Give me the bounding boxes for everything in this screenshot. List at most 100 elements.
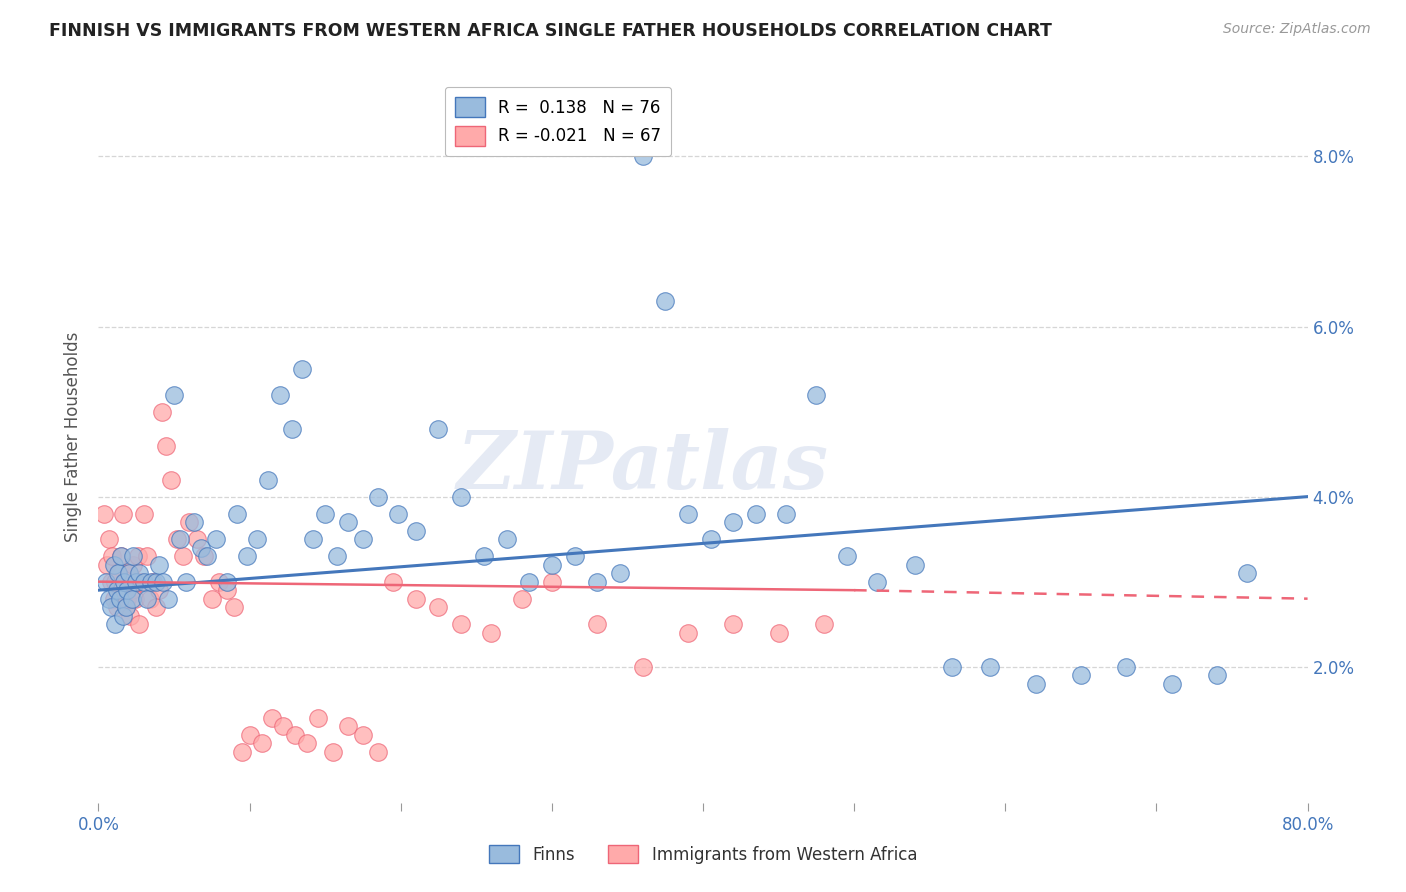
Point [183,515,205,529]
Point [291,362,314,376]
Point [307,711,329,725]
Point [631,149,654,163]
Point [103,591,125,606]
Point [352,532,374,546]
Point [256,473,278,487]
Point [193,549,215,563]
Point [169,532,191,546]
Point [127,549,149,563]
Y-axis label: Single Father Households: Single Father Households [65,332,83,542]
Point [118,566,141,581]
Point [98,591,121,606]
Point [115,583,138,598]
Point [96,558,118,572]
Point [510,591,533,606]
Point [94,574,117,589]
Point [201,591,224,606]
Point [156,591,179,606]
Point [745,507,768,521]
Point [1070,668,1092,682]
Point [100,600,122,615]
Point [723,617,745,632]
Point [100,574,122,589]
Point [205,532,228,546]
Point [152,574,174,589]
Point [122,558,145,572]
Point [322,745,344,759]
Point [904,558,927,572]
Point [166,532,188,546]
Point [224,600,246,615]
Point [387,507,409,521]
Point [699,532,721,546]
Text: ZIPatlas: ZIPatlas [457,427,828,505]
Point [132,574,155,589]
Point [941,659,963,673]
Point [121,591,143,606]
Point [676,625,699,640]
Legend: Finns, Immigrants from Western Africa: Finns, Immigrants from Western Africa [482,838,924,871]
Point [481,625,503,640]
Point [609,566,631,581]
Point [540,574,562,589]
Point [105,600,128,615]
Point [163,387,186,401]
Point [367,490,389,504]
Point [472,549,495,563]
Point [120,608,142,623]
Point [271,719,294,733]
Point [806,387,828,401]
Point [115,591,138,606]
Point [172,549,194,563]
Point [979,659,1001,673]
Point [326,549,349,563]
Point [231,745,253,759]
Point [775,507,797,521]
Point [295,736,318,750]
Point [125,574,148,589]
Point [112,574,135,589]
Point [179,515,201,529]
Point [104,617,127,632]
Point [405,591,427,606]
Point [336,719,359,733]
Point [654,293,676,308]
Text: FINNISH VS IMMIGRANTS FROM WESTERN AFRICA SINGLE FATHER HOUSEHOLDS CORRELATION C: FINNISH VS IMMIGRANTS FROM WESTERN AFRIC… [49,22,1052,40]
Point [174,574,197,589]
Point [215,583,238,598]
Point [226,507,249,521]
Point [586,574,609,589]
Point [139,591,162,606]
Point [118,566,141,581]
Point [132,507,155,521]
Point [284,728,307,742]
Point [367,745,389,759]
Point [495,532,517,546]
Point [105,583,128,598]
Point [142,574,165,589]
Point [1024,677,1046,691]
Point [262,711,284,725]
Point [1206,668,1229,682]
Point [148,558,170,572]
Point [111,507,134,521]
Point [104,574,127,589]
Point [128,617,150,632]
Point [114,600,136,615]
Point [112,574,135,589]
Point [215,574,238,589]
Point [110,549,132,563]
Point [450,490,472,504]
Point [269,387,291,401]
Point [382,574,405,589]
Point [155,439,177,453]
Point [450,617,472,632]
Point [813,617,835,632]
Point [190,541,212,555]
Point [145,574,167,589]
Point [835,549,858,563]
Point [564,549,586,563]
Point [108,583,131,598]
Point [145,600,167,615]
Point [302,532,325,546]
